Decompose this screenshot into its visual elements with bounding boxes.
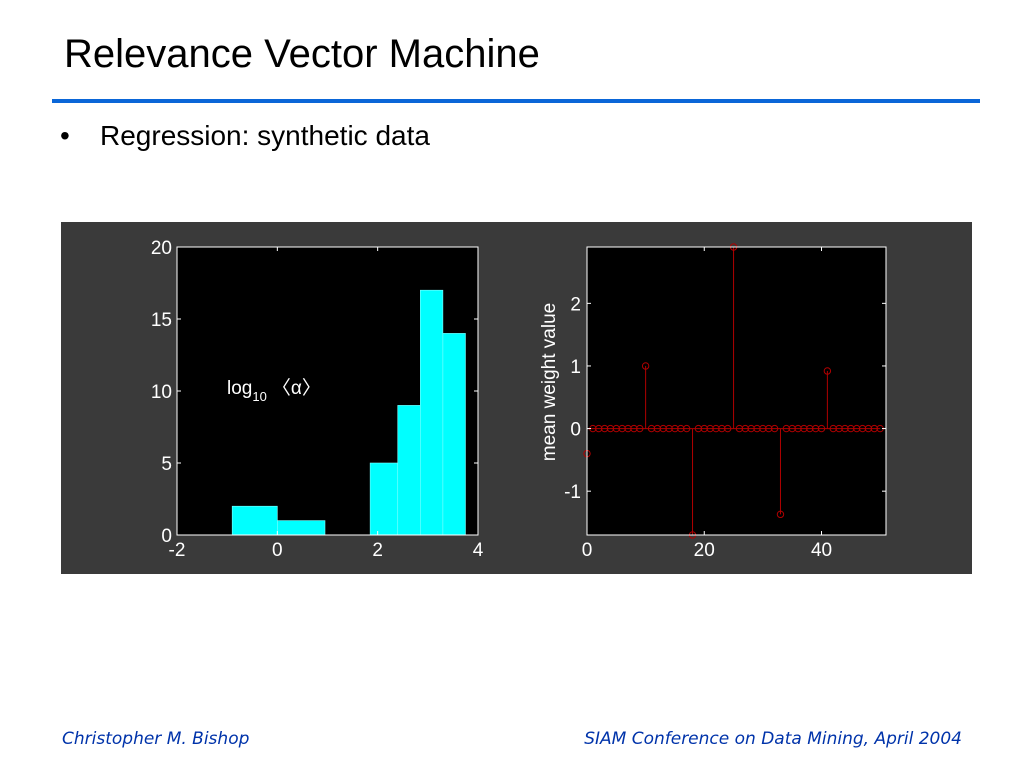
stem-point <box>665 424 673 433</box>
stem-point <box>700 424 708 433</box>
footer-author: Christopher M. Bishop <box>62 729 250 749</box>
slide-title: Relevance Vector Machine <box>64 32 540 76</box>
stem-point <box>864 424 873 433</box>
stem-point <box>770 424 779 433</box>
stem-point <box>817 424 826 433</box>
stem-point <box>788 424 796 433</box>
stem-xtick-label: 40 <box>811 540 832 561</box>
stem-point <box>765 424 773 433</box>
stem-xtick-label: 20 <box>694 540 715 561</box>
stem-plot-area <box>587 247 886 535</box>
stem-point <box>694 424 703 433</box>
stem-point <box>811 424 820 433</box>
stem-axes-frame <box>586 246 887 536</box>
stem-ylabel: mean weight value <box>539 303 560 461</box>
stem-point <box>823 367 832 375</box>
histogram-ytick-label: 20 <box>151 238 172 259</box>
histogram-bar <box>369 462 399 536</box>
stem-point <box>835 424 843 433</box>
stem-point <box>612 424 621 433</box>
stem-point <box>718 424 726 433</box>
histogram-xtick-label: 4 <box>473 540 484 561</box>
stem-point <box>776 510 785 519</box>
annotation-subscript: 10 <box>252 389 266 404</box>
histogram-bar <box>397 405 421 536</box>
stem-point <box>852 424 861 433</box>
stem-point <box>870 424 878 433</box>
stem-point <box>647 424 656 433</box>
stem-xtick-label: 0 <box>582 540 593 561</box>
histogram-ytick-label: 5 <box>161 454 172 475</box>
stem-point <box>747 424 755 433</box>
stem-point <box>735 424 744 433</box>
stem-point <box>600 424 609 433</box>
figure-panel: -2 0 2 4 0 5 10 15 20 log10 〈α〉 0 20 40 -1 0 1 2 mean w… <box>61 222 972 574</box>
stem-point <box>677 424 685 433</box>
stem-point <box>618 424 626 433</box>
stem-point <box>712 424 720 433</box>
stem-point <box>841 424 849 433</box>
stem-point <box>794 424 802 433</box>
annotation-log: log <box>227 378 252 399</box>
stem-point <box>671 424 679 433</box>
stem-point <box>595 424 603 433</box>
stem-point <box>782 424 791 433</box>
stem-point <box>724 424 732 433</box>
histogram-annotation: log10 〈α〉 <box>227 377 321 404</box>
histogram-ytick-label: 10 <box>151 382 172 403</box>
stem-ytick-label: 1 <box>570 357 581 378</box>
bullet-text: Regression: synthetic data <box>100 120 430 151</box>
stem-point <box>682 424 691 433</box>
stem-point <box>606 424 615 433</box>
stem-ytick-label: -1 <box>564 482 581 503</box>
stem-point <box>806 424 814 433</box>
stem-point <box>653 424 662 433</box>
annotation-alpha: 〈α〉 <box>272 377 321 399</box>
stem-point <box>753 424 761 433</box>
histogram-xtick-label: -2 <box>169 540 186 561</box>
histogram-xtick-label: 2 <box>372 540 383 561</box>
histogram-bar <box>442 333 466 536</box>
stem-point <box>636 424 644 433</box>
histogram-ytick-label: 15 <box>151 310 172 331</box>
stem-point <box>800 424 808 433</box>
stem-point <box>630 424 638 433</box>
stem-ytick-label: 0 <box>570 420 581 441</box>
stem-point <box>706 424 714 433</box>
bullet-marker: • <box>60 120 70 151</box>
stem-point <box>829 424 837 433</box>
stem-point <box>858 424 867 433</box>
histogram-bar <box>420 289 444 536</box>
stem-point <box>847 424 855 433</box>
histogram-bar <box>231 505 278 536</box>
stem-ytick-label: 2 <box>570 294 581 315</box>
stem-point <box>659 424 667 433</box>
footer-conference: SIAM Conference on Data Mining, April 20… <box>584 729 962 749</box>
stem-point <box>624 424 632 433</box>
histogram-ytick-label: 0 <box>161 526 172 547</box>
histogram-bar <box>277 520 326 536</box>
stem-point <box>641 362 650 370</box>
stem-point <box>741 424 749 433</box>
stem-point <box>759 424 767 433</box>
histogram-xtick-label: 0 <box>272 540 283 561</box>
bullet-item: • Regression: synthetic data <box>60 120 430 152</box>
stem-chart: 0 20 40 -1 0 1 2 mean weight value <box>539 243 887 561</box>
title-rule <box>52 99 980 103</box>
